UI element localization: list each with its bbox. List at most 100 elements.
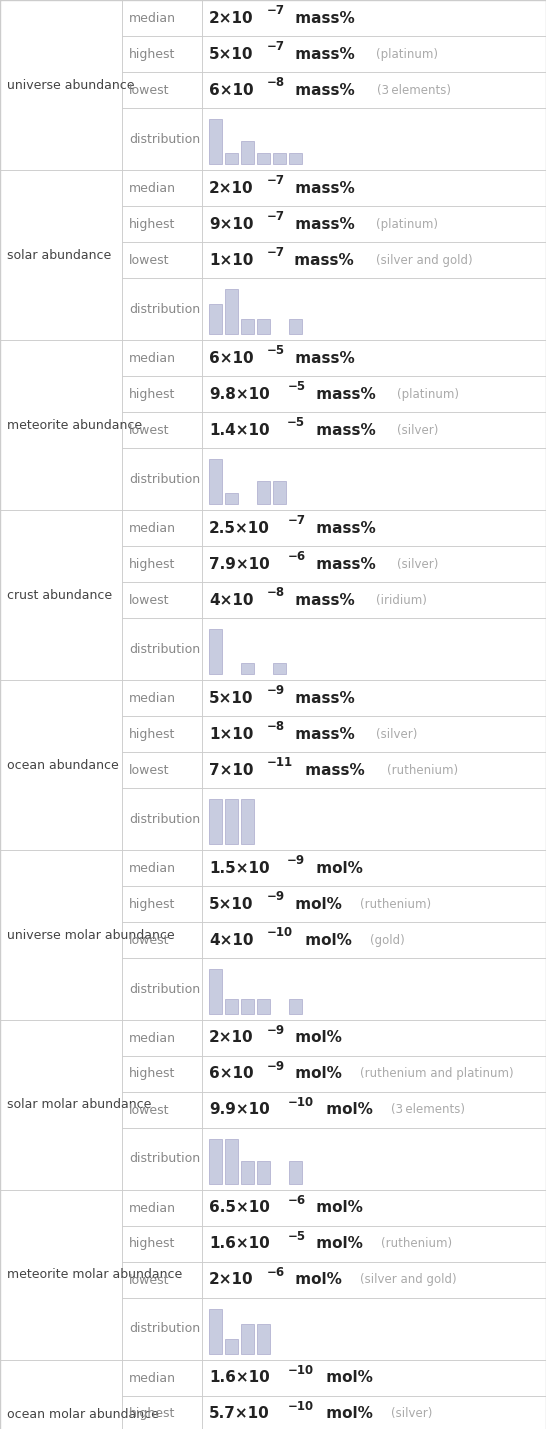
Text: −10: −10 bbox=[266, 926, 293, 939]
Text: median: median bbox=[129, 11, 176, 24]
Bar bbox=[122, 787, 202, 850]
Text: highest: highest bbox=[129, 1067, 175, 1080]
Text: lowest: lowest bbox=[129, 1273, 169, 1286]
Text: mol%: mol% bbox=[321, 1370, 373, 1386]
Bar bbox=[202, 1092, 546, 1127]
Text: (platinum): (platinum) bbox=[376, 217, 438, 230]
Text: mass%: mass% bbox=[290, 10, 354, 26]
Text: (ruthenium): (ruthenium) bbox=[387, 763, 458, 776]
Bar bbox=[122, 1190, 202, 1226]
Text: lowest: lowest bbox=[129, 933, 169, 946]
Text: mol%: mol% bbox=[290, 1066, 342, 1082]
Bar bbox=[289, 1162, 302, 1183]
Bar bbox=[209, 799, 222, 843]
Text: distribution: distribution bbox=[129, 1322, 200, 1336]
Text: 2×10: 2×10 bbox=[209, 10, 254, 26]
Text: solar abundance: solar abundance bbox=[7, 249, 111, 262]
Bar bbox=[241, 1162, 254, 1183]
Bar bbox=[0, 0, 122, 170]
Text: 7×10: 7×10 bbox=[209, 763, 253, 777]
Bar bbox=[273, 153, 286, 164]
Bar bbox=[202, 1020, 546, 1056]
Text: solar molar abundance: solar molar abundance bbox=[7, 1099, 151, 1112]
Bar bbox=[202, 957, 546, 1020]
Text: 1.6×10: 1.6×10 bbox=[209, 1236, 270, 1252]
Text: (platinum): (platinum) bbox=[376, 47, 438, 60]
Bar bbox=[202, 242, 546, 279]
Bar bbox=[122, 1262, 202, 1298]
Text: −7: −7 bbox=[288, 513, 306, 526]
Bar bbox=[202, 546, 546, 582]
Text: (iridium): (iridium) bbox=[376, 593, 427, 606]
Bar bbox=[202, 787, 546, 850]
Bar bbox=[122, 510, 202, 546]
Bar bbox=[241, 319, 254, 334]
Bar bbox=[202, 109, 546, 170]
Bar bbox=[202, 510, 546, 546]
Bar bbox=[122, 36, 202, 71]
Text: mol%: mol% bbox=[321, 1406, 373, 1422]
Text: mass%: mass% bbox=[311, 520, 376, 536]
Text: 2.5×10: 2.5×10 bbox=[209, 520, 270, 536]
Bar bbox=[273, 482, 286, 504]
Bar bbox=[122, 1056, 202, 1092]
Text: (gold): (gold) bbox=[370, 933, 405, 946]
Bar bbox=[241, 141, 254, 164]
Text: mass%: mass% bbox=[311, 386, 376, 402]
Bar bbox=[202, 716, 546, 752]
Bar bbox=[209, 459, 222, 504]
Text: highest: highest bbox=[129, 217, 175, 230]
Text: highest: highest bbox=[129, 1408, 175, 1420]
Text: 1.5×10: 1.5×10 bbox=[209, 860, 270, 876]
Bar bbox=[202, 1056, 546, 1092]
Bar bbox=[122, 71, 202, 109]
Text: mol%: mol% bbox=[311, 1200, 363, 1216]
Bar bbox=[257, 1325, 270, 1353]
Bar bbox=[202, 1190, 546, 1226]
Text: (platinum): (platinum) bbox=[397, 387, 459, 400]
Bar bbox=[257, 482, 270, 504]
Bar bbox=[202, 71, 546, 109]
Text: −10: −10 bbox=[287, 1363, 313, 1376]
Text: mass%: mass% bbox=[289, 253, 354, 267]
Text: −5: −5 bbox=[266, 343, 284, 357]
Bar bbox=[209, 969, 222, 1013]
Bar bbox=[122, 617, 202, 680]
Text: −6: −6 bbox=[287, 550, 306, 563]
Text: highest: highest bbox=[129, 897, 175, 910]
Text: −7: −7 bbox=[266, 210, 284, 223]
Text: −7: −7 bbox=[266, 40, 284, 53]
Bar bbox=[122, 279, 202, 340]
Text: crust abundance: crust abundance bbox=[7, 589, 112, 602]
Text: mass%: mass% bbox=[289, 47, 354, 61]
Text: distribution: distribution bbox=[129, 1153, 200, 1166]
Text: mass%: mass% bbox=[290, 83, 355, 97]
Text: −9: −9 bbox=[266, 1023, 284, 1036]
Text: 9.8×10: 9.8×10 bbox=[209, 386, 270, 402]
Text: mol%: mol% bbox=[321, 1103, 373, 1117]
Bar bbox=[209, 1309, 222, 1353]
Bar bbox=[202, 449, 546, 510]
Text: (silver): (silver) bbox=[397, 423, 438, 436]
Text: lowest: lowest bbox=[129, 423, 169, 436]
Bar bbox=[202, 206, 546, 242]
Bar bbox=[122, 412, 202, 449]
Bar bbox=[202, 582, 546, 617]
Bar bbox=[209, 304, 222, 334]
Bar bbox=[202, 1298, 546, 1360]
Bar bbox=[225, 799, 238, 843]
Bar bbox=[257, 319, 270, 334]
Text: 6.5×10: 6.5×10 bbox=[209, 1200, 270, 1216]
Text: 2×10: 2×10 bbox=[209, 180, 254, 196]
Text: −8: −8 bbox=[266, 720, 284, 733]
Text: mol%: mol% bbox=[311, 860, 363, 876]
Text: (silver and gold): (silver and gold) bbox=[360, 1273, 456, 1286]
Bar bbox=[122, 922, 202, 957]
Text: 2×10: 2×10 bbox=[209, 1272, 254, 1288]
Text: 7.9×10: 7.9×10 bbox=[209, 556, 270, 572]
Bar bbox=[122, 546, 202, 582]
Bar bbox=[202, 1127, 546, 1190]
Bar bbox=[0, 510, 122, 680]
Text: 6×10: 6×10 bbox=[209, 1066, 254, 1082]
Text: mass%: mass% bbox=[289, 726, 354, 742]
